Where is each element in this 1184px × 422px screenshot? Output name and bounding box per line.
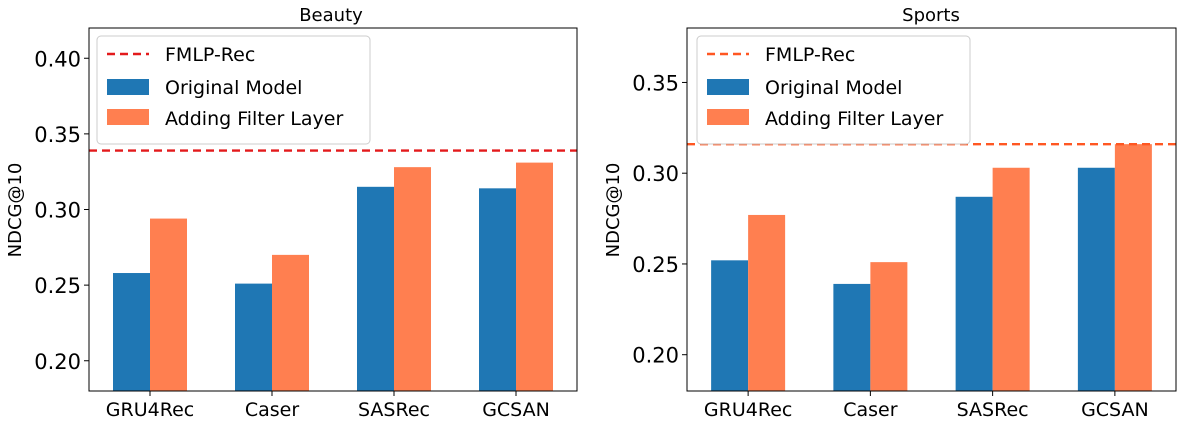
x-tick-label: GCSAN [482,399,550,421]
bar-sasrec-filter [992,167,1030,391]
y-tick-label: 0.30 [632,162,679,186]
legend-swatch-original-model [107,79,149,95]
series-original-model [113,186,516,391]
chart-title: Sports [902,5,960,26]
legend-label-original-model: Original Model [765,77,902,99]
bar-gcsan-filter [516,162,553,391]
x-tick-label: Caser [245,399,299,421]
x-tick-label: SASRec [358,399,430,421]
bar-gru4rec-original [113,273,150,391]
y-axis-label: NDCG@10 [603,163,624,258]
bar-sasrec-filter [394,167,431,391]
y-tick-label: 0.20 [34,350,81,374]
bar-gru4rec-filter [748,214,786,391]
chart-panel-beauty: Beauty NDCG@10 0.20 0.25 0.30 0.35 0.40 GRU4Rec… [5,5,578,421]
x-tick-label: SASRec [957,399,1029,421]
legend-box [696,35,971,145]
chart-title: Beauty [299,5,363,26]
bar-sasrec-original [357,186,394,391]
legend: FMLP-Rec Original Model Adding Filter Laye… [96,35,371,145]
bar-gcsan-original [479,188,516,391]
x-tick-label: GCSAN [1081,399,1149,421]
legend: FMLP-Rec Original Model Adding Filter Laye… [696,35,971,145]
legend-swatch-adding-filter-layer [707,109,749,125]
bar-caser-filter [272,254,309,391]
series-adding-filter-layer [150,162,553,391]
bar-gcsan-original [1077,167,1115,391]
x-tick-label: GRU4Rec [704,399,792,421]
bar-gru4rec-filter [150,218,187,391]
legend-label-adding-filter-layer: Adding Filter Layer [165,108,343,130]
plot-frame [686,27,1177,392]
legend-box [96,35,371,145]
y-tick-label: 0.25 [34,274,81,298]
bar-caser-filter [870,262,908,391]
y-tick-label: 0.20 [632,344,679,368]
legend-swatch-original-model [707,79,749,95]
legend-swatch-adding-filter-layer [107,109,149,125]
y-tick-label: 0.40 [34,47,81,71]
bar-gru4rec-original [711,260,749,391]
y-tick-label: 0.30 [34,199,81,223]
bar-gcsan-filter [1114,144,1152,391]
chart-panel-sports: Sports NDCG@10 0.20 0.25 0.30 0.35 GRU4Rec Case… [603,5,1177,421]
bar-caser-original [833,283,871,391]
legend-label-adding-filter-layer: Adding Filter Layer [765,108,943,130]
x-tick-label: Caser [843,399,897,421]
legend-label-fmlp-rec: FMLP-Rec [165,44,255,66]
y-tick-label: 0.25 [632,253,679,277]
legend-label-fmlp-rec: FMLP-Rec [765,44,855,66]
y-tick-label: 0.35 [632,71,679,95]
bar-sasrec-original [955,196,993,391]
series-original-model [711,167,1115,391]
x-tick-label: GRU4Rec [106,399,194,421]
y-tick-label: 0.35 [34,123,81,147]
legend-label-original-model: Original Model [165,77,302,99]
bar-caser-original [235,283,272,391]
y-axis-label: NDCG@10 [5,163,26,258]
series-adding-filter-layer [748,144,1152,391]
